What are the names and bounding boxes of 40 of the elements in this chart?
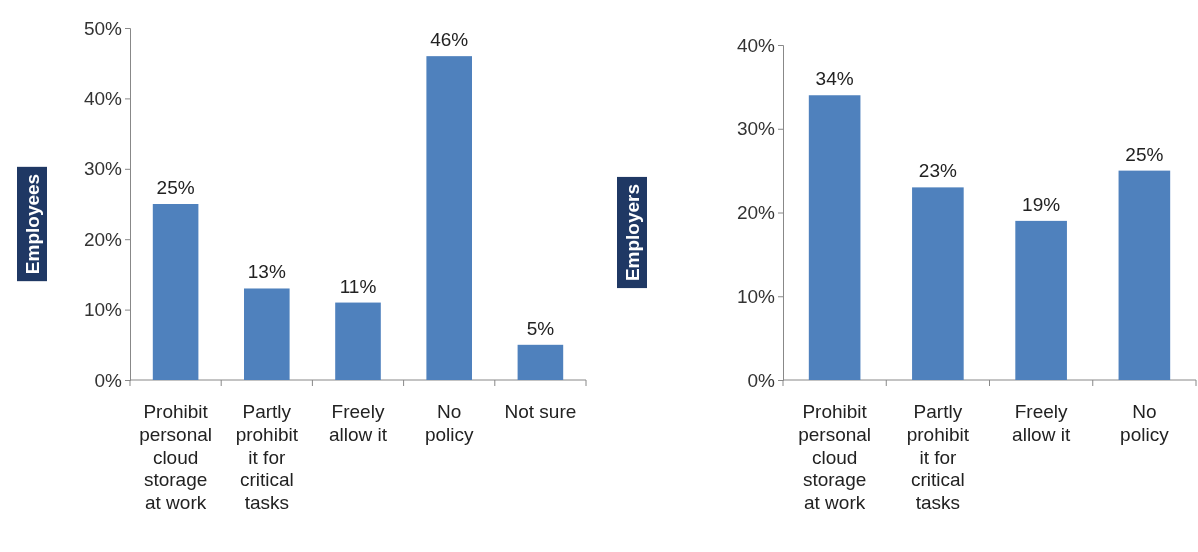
y-tick-label: 20% [736, 202, 776, 224]
y-tick-label: 40% [736, 34, 776, 56]
bar [1118, 170, 1171, 380]
y-tick-label: 20% [83, 228, 123, 250]
data-label: 34% [815, 68, 854, 90]
y-tick-label: 30% [736, 118, 776, 140]
bar [335, 302, 381, 380]
y-tick-label: 0% [747, 369, 776, 391]
data-label: 11% [339, 275, 377, 297]
y-tick-label: 10% [736, 285, 776, 307]
data-label: 25% [1125, 143, 1164, 165]
data-label: 13% [247, 261, 286, 283]
bar [1015, 220, 1067, 380]
x-tick-label: Not sure [504, 401, 577, 422]
y-tick-label: 50% [83, 17, 123, 39]
x-tick-label: Partly prohibit it for critical tasks [235, 401, 299, 514]
y-axis-title: Employers [621, 183, 643, 282]
data-label: 23% [918, 160, 957, 182]
x-tick-label: No policy [1120, 401, 1170, 445]
x-tick-label: No policy [424, 401, 474, 445]
bar [152, 204, 199, 380]
y-tick-label: 30% [83, 158, 123, 180]
x-tick-label: Prohibit personal cloud storage at work [798, 401, 872, 514]
x-tick-label: Partly prohibit it for critical tasks [906, 401, 970, 514]
y-tick-label: 0% [94, 369, 123, 391]
x-tick-label: Prohibit personal cloud storage at work [139, 401, 213, 514]
x-tick-label: Freely allow it [1012, 401, 1071, 445]
data-label: 46% [430, 29, 469, 51]
bar [426, 56, 472, 380]
y-tick-label: 10% [83, 299, 123, 321]
x-tick-label: Freely allow it [328, 401, 388, 445]
data-label: 25% [156, 177, 195, 198]
bar [808, 95, 861, 380]
data-label: 19% [1022, 193, 1061, 215]
bar [244, 288, 290, 380]
data-label: 5% [526, 317, 555, 339]
bar [912, 187, 964, 380]
y-tick-label: 40% [83, 87, 123, 109]
y-axis-title: Employees [21, 173, 43, 275]
bar [517, 344, 564, 380]
